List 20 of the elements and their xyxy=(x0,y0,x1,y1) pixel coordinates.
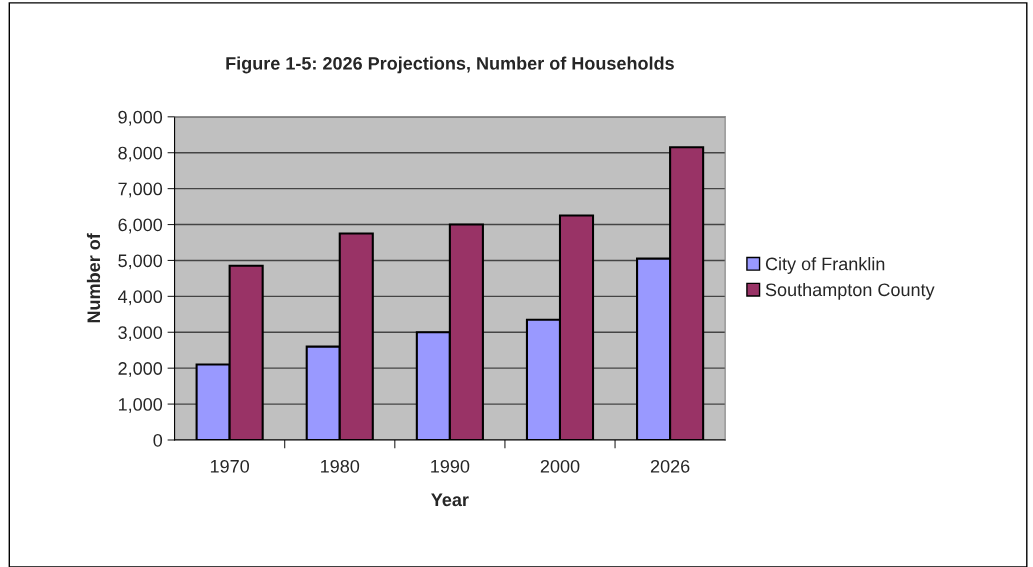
x-tick-label: 2000 xyxy=(540,459,580,473)
y-tick-label: 8,000 xyxy=(118,146,163,162)
x-tick-label: 2026 xyxy=(650,459,690,473)
y-tick-label: 5,000 xyxy=(118,254,163,270)
y-tick-label: 7,000 xyxy=(118,182,163,198)
legend-label: City of Franklin xyxy=(765,257,885,274)
x-tick-label: 1970 xyxy=(210,459,250,473)
y-tick-label: 0 xyxy=(153,433,163,447)
y-tick-label: 4,000 xyxy=(118,290,163,306)
x-axis-title: Year xyxy=(431,493,469,507)
y-tick-label: 9,000 xyxy=(118,110,163,126)
x-tick-label: 1980 xyxy=(321,459,360,473)
y-tick-label: 6,000 xyxy=(118,218,163,234)
y-axis-title: Number of xyxy=(86,233,101,323)
y-tick-label: 1,000 xyxy=(118,398,163,413)
chart-title: Figure 1-5: 2026 Projections, Number of Households xyxy=(226,56,674,74)
y-tick-label: 2,000 xyxy=(118,362,163,378)
legend-label: Southampton County xyxy=(765,282,935,300)
y-tick-label: 3,000 xyxy=(118,326,163,342)
x-tick-label: 1990 xyxy=(431,459,470,473)
